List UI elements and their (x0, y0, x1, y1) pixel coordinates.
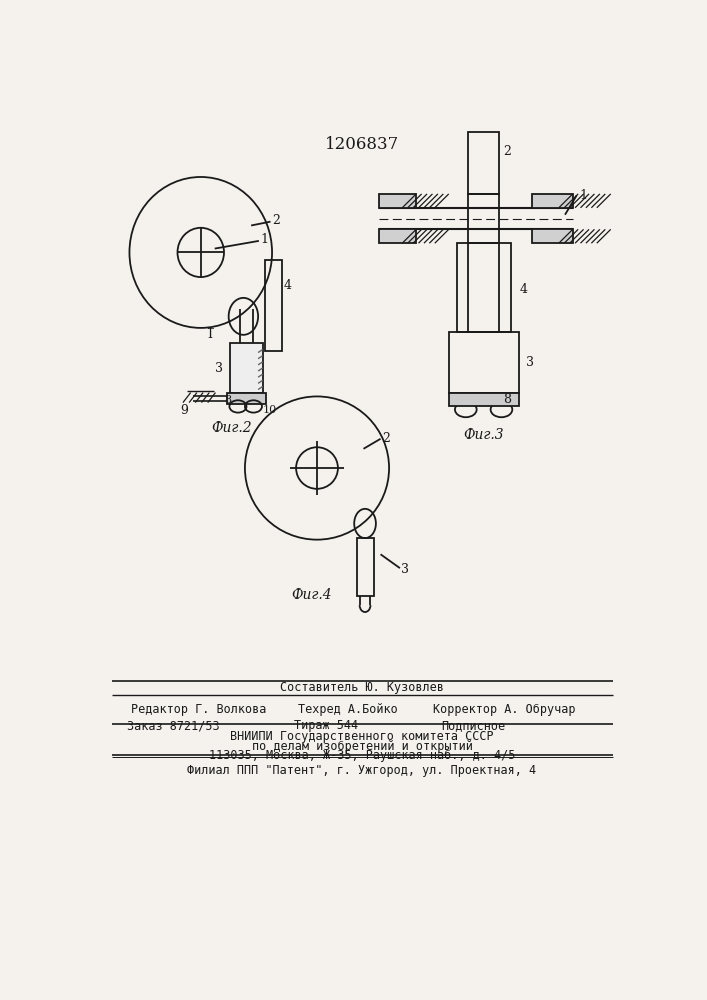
Text: Техред А.Бойко: Техред А.Бойко (298, 703, 397, 716)
Bar (379, 194, 416, 208)
Text: 3: 3 (215, 362, 223, 375)
Text: 10: 10 (263, 405, 277, 415)
Bar (532, 229, 573, 243)
Bar (379, 229, 416, 243)
Bar (227, 393, 266, 404)
Text: Корректор А. Обручар: Корректор А. Обручар (433, 703, 575, 716)
Text: 8: 8 (224, 395, 231, 405)
Text: 2: 2 (272, 214, 280, 227)
Text: 3: 3 (402, 563, 409, 576)
Bar (230, 343, 263, 393)
Bar (468, 194, 499, 243)
Text: 113035, Москва, Ж-35, Раушская наб., д. 4/5: 113035, Москва, Ж-35, Раушская наб., д. … (209, 749, 515, 762)
Bar (265, 260, 282, 351)
Text: Фиг.2: Фиг.2 (211, 421, 252, 435)
Bar (468, 132, 499, 194)
Text: Фиг.4: Фиг.4 (291, 588, 332, 602)
Text: Составитель Ю. Кузовлев: Составитель Ю. Кузовлев (280, 681, 444, 694)
Bar (356, 538, 373, 596)
Text: 4: 4 (520, 283, 528, 296)
Text: 2: 2 (382, 432, 390, 445)
Bar (532, 194, 573, 208)
Text: 1206837: 1206837 (325, 136, 399, 153)
Text: 3: 3 (526, 356, 534, 369)
Text: Фиг.3: Фиг.3 (463, 428, 504, 442)
Text: Заказ 8721/53: Заказ 8721/53 (127, 719, 220, 732)
Bar (449, 393, 518, 406)
Text: Подписное: Подписное (441, 719, 505, 732)
Text: 4: 4 (284, 279, 292, 292)
Text: Тираж 544: Тираж 544 (293, 719, 358, 732)
Text: 1: 1 (579, 189, 587, 202)
Text: I̅: I̅ (209, 328, 214, 341)
Text: ВНИИПИ Государственного комитета СССР: ВНИИПИ Государственного комитета СССР (230, 730, 493, 743)
Text: по делам изобретений и открытий: по делам изобретений и открытий (252, 740, 472, 753)
Text: Филиал ППП "Патент", г. Ужгород, ул. Проектная, 4: Филиал ППП "Патент", г. Ужгород, ул. Про… (187, 764, 537, 777)
Text: 9: 9 (180, 404, 187, 417)
Bar (468, 243, 499, 332)
Text: 2: 2 (503, 145, 511, 158)
Bar (457, 243, 510, 332)
Text: Редактор Г. Волкова: Редактор Г. Волкова (131, 703, 267, 716)
Bar (449, 332, 518, 393)
Text: 8: 8 (503, 393, 511, 406)
Text: 1: 1 (260, 233, 269, 246)
